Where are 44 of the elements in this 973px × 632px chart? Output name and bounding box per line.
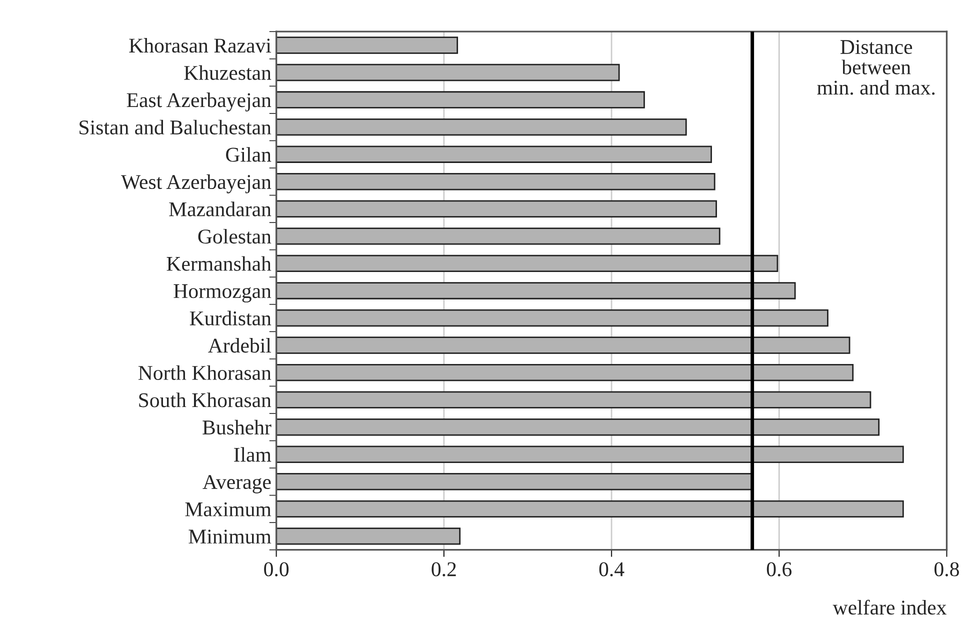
y-tick-label: Hormozgan — [174, 284, 272, 302]
bar — [276, 228, 720, 245]
bar — [276, 418, 880, 436]
y-tick-label: Golestan — [198, 228, 272, 244]
bar — [276, 200, 717, 218]
y-tick-label: East Azerbayejan — [126, 92, 272, 112]
bar — [276, 173, 716, 190]
x-tick-label: 0.2 — [432, 562, 456, 576]
bar — [276, 336, 850, 354]
bar — [276, 254, 778, 272]
bar — [276, 282, 796, 300]
y-tick-label: Khuzestan — [184, 65, 272, 80]
y-tick-label: Kurdistan — [190, 310, 272, 326]
bar — [276, 64, 620, 82]
y-tick-label: West Azerbayejan — [121, 174, 272, 194]
bar — [276, 500, 904, 518]
y-tick-label: Ilam — [234, 447, 272, 462]
bar — [276, 528, 461, 545]
y-tick-label: South Khorasan — [139, 392, 272, 408]
x-tick-label: 0.0 — [264, 562, 289, 576]
bar — [276, 309, 828, 327]
x-tick-label: 0.8 — [934, 562, 959, 576]
bar — [276, 91, 645, 108]
bar — [276, 118, 687, 136]
x-tick-label: 0.6 — [766, 562, 792, 576]
y-tick-label: Gilan — [226, 147, 272, 162]
bar — [276, 36, 458, 54]
y-tick-label: Sistan and Baluchestan — [80, 120, 272, 134]
annotation: Distance between min. and max. — [817, 40, 935, 95]
x-tick-label: 0.4 — [599, 562, 624, 576]
y-tick-label: Bushehr — [202, 420, 272, 435]
y-tick-label: Khorasan Razavi — [129, 38, 272, 53]
y-tick-label: Average — [202, 475, 271, 494]
y-tick-label: Mazandaran — [169, 202, 272, 216]
y-tick-label: Maximum — [185, 502, 272, 516]
bar — [276, 364, 854, 382]
y-tick-label: Ardebil — [208, 338, 272, 353]
y-tick-label: Kermanshah — [166, 256, 272, 271]
bar — [276, 391, 872, 408]
bar — [276, 446, 904, 463]
y-tick-label: Minimum — [188, 530, 272, 544]
x-axis-title: welfare index — [832, 600, 946, 615]
y-tick-label: North Khorasan — [138, 365, 272, 380]
bar — [276, 146, 712, 163]
